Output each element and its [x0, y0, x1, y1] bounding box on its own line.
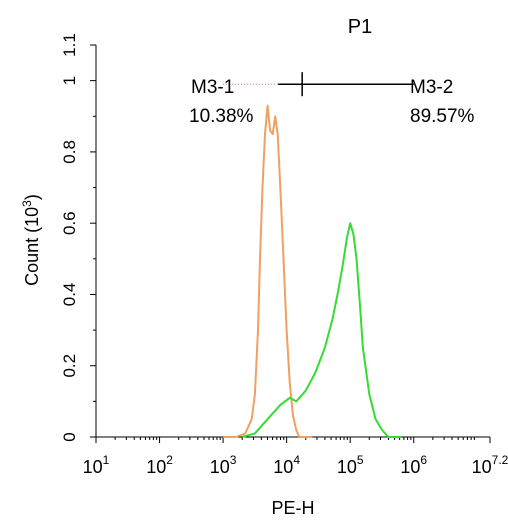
y-axis-label-close: ) — [22, 194, 42, 200]
y-tick-label: 0.8 — [60, 140, 79, 164]
x-tick-base: 10 — [337, 457, 357, 477]
x-tick-exp: 3 — [230, 453, 237, 467]
x-tick-label: 102 — [146, 453, 173, 477]
x-axis-label: PE-H — [271, 498, 314, 518]
marker-m3-2-name: M3-2 — [410, 77, 453, 98]
marker-m3-1-percent: 10.38% — [189, 106, 254, 127]
marker-m3-1-name: M3-1 — [191, 77, 234, 98]
chart-title: P1 — [348, 16, 372, 38]
y-axis-label-exp: 3 — [20, 200, 34, 207]
x-tick-label: 107.2 — [472, 453, 508, 477]
y-tick-label: 1 — [60, 76, 79, 85]
x-tick-base: 10 — [83, 457, 103, 477]
x-tick-exp: 7.2 — [492, 453, 508, 467]
x-tick-exp: 4 — [293, 453, 300, 467]
histogram-series-line — [223, 104, 313, 438]
x-tick-base: 10 — [472, 457, 492, 477]
x-tick-exp: 1 — [103, 453, 110, 467]
x-tick-base: 10 — [400, 457, 420, 477]
y-tick-label: 0.6 — [60, 211, 79, 235]
x-tick-base: 10 — [210, 457, 230, 477]
x-tick-exp: 2 — [166, 453, 173, 467]
x-tick-label: 101 — [83, 453, 110, 477]
x-tick-base: 10 — [146, 457, 166, 477]
x-tick-label: 106 — [400, 453, 427, 477]
y-tick-label: 0.4 — [60, 283, 79, 307]
x-tick-label: 103 — [210, 453, 237, 477]
y-axis-label-main: Count (10 — [22, 207, 42, 286]
y-tick-label: 1.1 — [60, 33, 79, 57]
x-tick-exp: 6 — [420, 453, 427, 467]
x-tick-base: 10 — [273, 457, 293, 477]
x-tick-label: 104 — [273, 453, 300, 477]
y-tick-label: 0.2 — [60, 354, 79, 378]
x-tick-label: 105 — [337, 453, 364, 477]
histogram-series-line — [241, 222, 401, 438]
marker-m3-2-percent: 89.57% — [410, 106, 475, 127]
y-axis-label: Count (103) — [20, 194, 42, 286]
x-tick-exp: 5 — [357, 453, 364, 467]
y-tick-label: 0 — [60, 432, 79, 441]
